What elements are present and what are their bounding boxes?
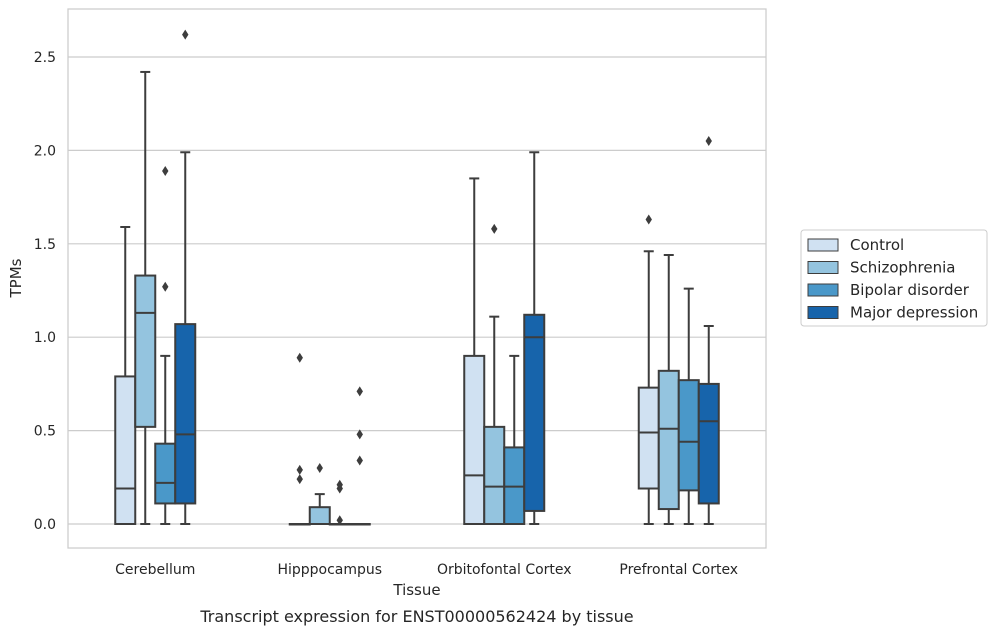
y-tick-label: 2.0	[34, 143, 56, 159]
y-tick-label: 0.0	[34, 517, 56, 533]
box-iqr	[677, 379, 700, 492]
legend-label: Schizophrenia	[850, 259, 955, 277]
box-control	[637, 214, 660, 525]
x-tick-label: Cerebellum	[115, 562, 195, 578]
box-control	[288, 352, 311, 526]
legend-frame	[800, 229, 988, 327]
y-tick-label: 1.0	[34, 330, 56, 346]
legend-label: Major depression	[850, 304, 978, 322]
box-iqr	[523, 313, 546, 512]
x-tick-label: Orbitofontal Cortex	[437, 562, 572, 578]
y-tick-label: 0.5	[34, 424, 56, 440]
outlier-point	[356, 429, 363, 440]
outlier-point	[316, 462, 323, 473]
box-iqr	[483, 425, 506, 526]
box-bipolar-disorder	[503, 354, 526, 525]
y-tick-label: 2.5	[34, 50, 56, 66]
box-iqr	[637, 386, 660, 490]
box-major-depression	[697, 136, 720, 525]
outlier-point	[162, 281, 169, 292]
box-schizophrenia	[657, 254, 680, 525]
legend-swatch	[807, 238, 839, 252]
box-control	[114, 225, 137, 526]
box-iqr	[657, 369, 680, 511]
legend-swatch	[807, 261, 839, 274]
legend: Control Schizophrenia Bipolar disorder Majo…	[800, 229, 988, 327]
box-bipolar-disorder	[328, 479, 351, 526]
box-schizophrenia	[134, 70, 157, 525]
y-axis-title: TPMs	[7, 258, 25, 298]
legend-label: Bipolar disorder	[850, 281, 970, 299]
x-tick-label: Prefrontal Cortex	[619, 562, 738, 578]
x-tick-label: Hipppocampus	[277, 562, 382, 578]
outlier-point	[645, 214, 652, 225]
outlier-point	[182, 29, 189, 40]
legend-swatch	[807, 283, 839, 297]
box-groups	[114, 29, 720, 526]
box-schizophrenia	[308, 462, 331, 525]
box-bipolar-disorder	[154, 165, 177, 525]
outlier-point	[296, 464, 303, 475]
box-iqr	[114, 375, 137, 526]
box-control	[463, 177, 486, 525]
y-tick-label: 1.5	[34, 237, 56, 253]
box-iqr	[134, 274, 157, 428]
outlier-point	[705, 136, 712, 147]
box-major-depression	[523, 151, 546, 525]
legend-swatch	[807, 306, 839, 319]
outlier-point	[336, 515, 343, 526]
legend-label: Control	[850, 236, 904, 254]
box-iqr	[697, 382, 720, 505]
outlier-point	[162, 165, 169, 176]
box-bipolar-disorder	[677, 287, 700, 525]
box-schizophrenia	[483, 223, 506, 526]
chart-caption: Transcript expression for ENST0000056242…	[199, 607, 633, 626]
outlier-point	[296, 352, 303, 363]
box-iqr	[154, 442, 177, 505]
box-iqr	[174, 323, 197, 505]
y-tick-labels: 0.0 0.5 1.0 1.5 2.0 2.5	[34, 50, 56, 533]
box-iqr	[308, 506, 331, 525]
box-iqr	[463, 354, 486, 525]
outlier-point	[356, 455, 363, 466]
outlier-point	[336, 479, 343, 490]
outlier-point	[491, 223, 498, 234]
outlier-point	[356, 386, 363, 397]
plot-frame	[67, 8, 767, 549]
x-tick-labels: Cerebellum Hipppocampus Orbitofontal Corte…	[115, 562, 738, 578]
outlier-point	[296, 474, 303, 485]
box-major-depression	[348, 386, 371, 526]
x-axis-title: Tissue	[392, 581, 440, 599]
box-major-depression	[174, 29, 197, 525]
